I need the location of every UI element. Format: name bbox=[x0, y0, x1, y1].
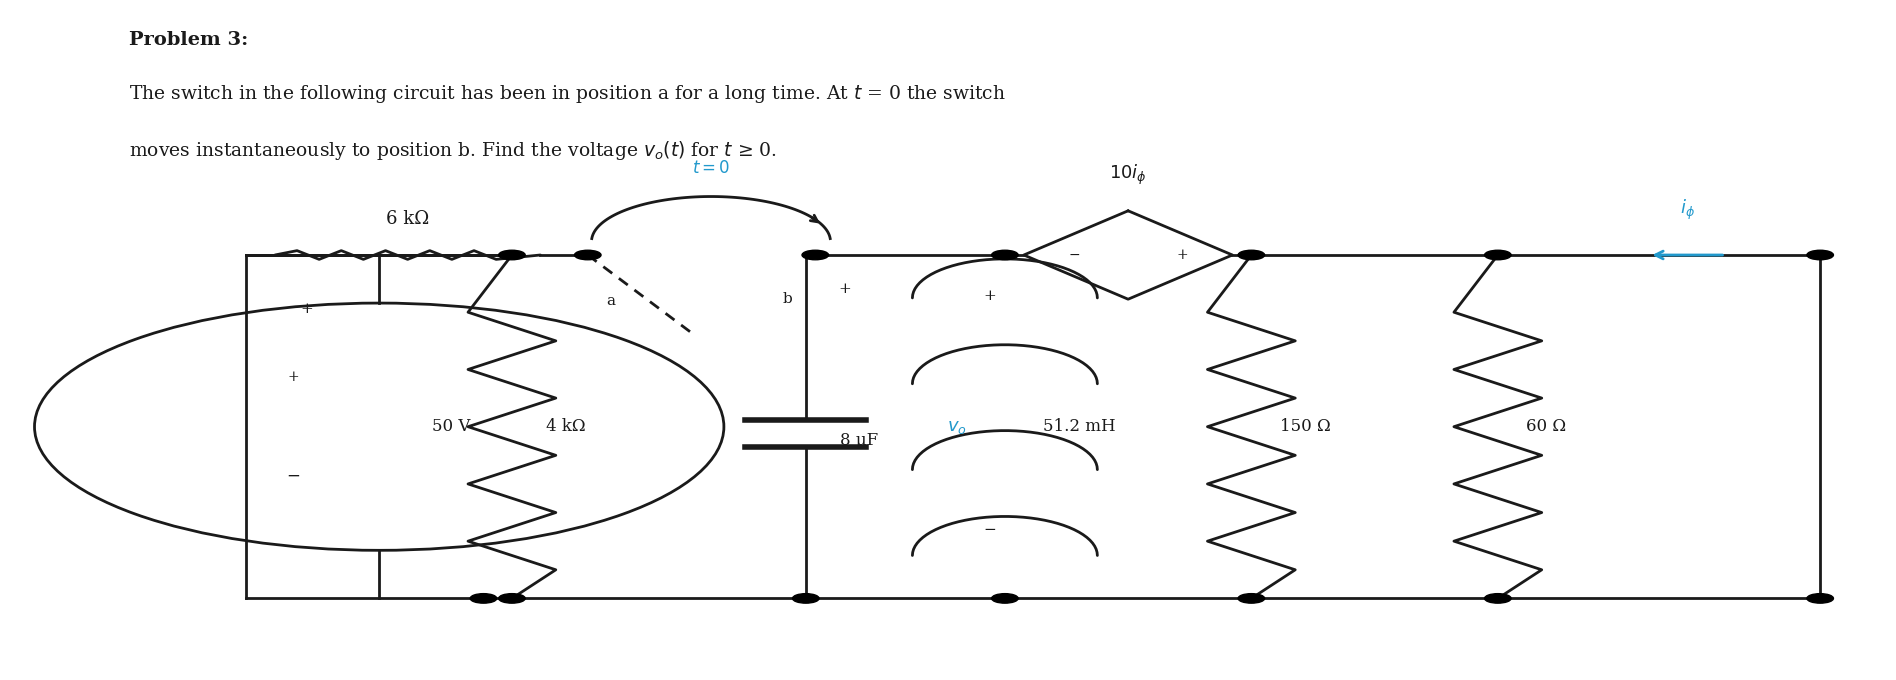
Text: −: − bbox=[286, 468, 300, 485]
Text: $v_o$: $v_o$ bbox=[948, 418, 967, 436]
Text: +: + bbox=[838, 282, 851, 296]
Text: 8 μF: 8 μF bbox=[840, 432, 878, 449]
Text: −: − bbox=[1067, 248, 1079, 262]
Circle shape bbox=[1485, 250, 1511, 260]
Text: Problem 3:: Problem 3: bbox=[129, 31, 248, 48]
Text: $10i_{\phi}$: $10i_{\phi}$ bbox=[1109, 163, 1147, 187]
Circle shape bbox=[1238, 250, 1265, 260]
Text: 4 kΩ: 4 kΩ bbox=[546, 418, 586, 435]
Circle shape bbox=[1238, 594, 1265, 603]
Text: b: b bbox=[783, 292, 793, 307]
Text: +: + bbox=[1177, 248, 1189, 262]
Text: $i_{\phi}$: $i_{\phi}$ bbox=[1680, 198, 1695, 222]
Circle shape bbox=[793, 594, 819, 603]
Text: +: + bbox=[286, 370, 300, 384]
Circle shape bbox=[1807, 250, 1833, 260]
Circle shape bbox=[1485, 594, 1511, 603]
Text: $t=0$: $t=0$ bbox=[692, 160, 730, 177]
Text: a: a bbox=[607, 294, 616, 309]
Circle shape bbox=[574, 250, 601, 260]
Text: −: − bbox=[984, 524, 995, 537]
Text: 60 Ω: 60 Ω bbox=[1526, 418, 1566, 435]
Text: moves instantaneously to position b. Find the voltage $v_o(t)$ for $t$ ≥ 0.: moves instantaneously to position b. Fin… bbox=[129, 139, 777, 163]
Circle shape bbox=[499, 594, 525, 603]
Text: 6 kΩ: 6 kΩ bbox=[387, 210, 428, 228]
Text: +: + bbox=[301, 303, 313, 316]
Circle shape bbox=[992, 250, 1018, 260]
Text: 50 V: 50 V bbox=[432, 418, 470, 435]
Circle shape bbox=[802, 250, 829, 260]
Text: The switch in the following circuit has been in position a for a long time. At $: The switch in the following circuit has … bbox=[129, 83, 1007, 105]
Circle shape bbox=[499, 250, 525, 260]
Circle shape bbox=[1807, 594, 1833, 603]
Text: +: + bbox=[984, 289, 995, 303]
Text: 150 Ω: 150 Ω bbox=[1280, 418, 1331, 435]
Circle shape bbox=[470, 594, 497, 603]
Text: 51.2 mH: 51.2 mH bbox=[1043, 418, 1115, 435]
Circle shape bbox=[992, 594, 1018, 603]
